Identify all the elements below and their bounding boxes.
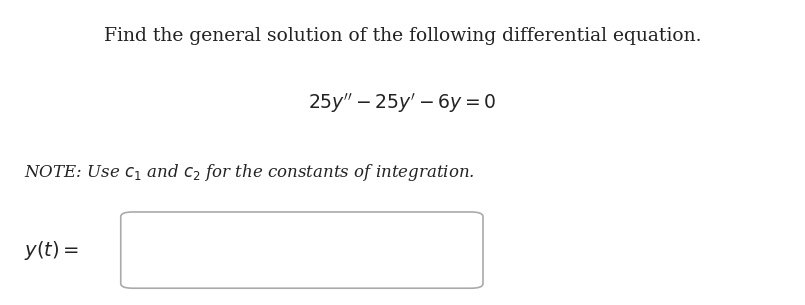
- Text: $25y'' - 25y' - 6y = 0$: $25y'' - 25y' - 6y = 0$: [308, 92, 497, 116]
- Text: $y(t) =$: $y(t) =$: [24, 239, 79, 262]
- Text: Find the general solution of the following differential equation.: Find the general solution of the followi…: [104, 27, 701, 45]
- Text: NOTE: Use $c_1$ and $c_2$ for the constants of integration.: NOTE: Use $c_1$ and $c_2$ for the consta…: [24, 162, 475, 183]
- FancyBboxPatch shape: [121, 212, 483, 288]
